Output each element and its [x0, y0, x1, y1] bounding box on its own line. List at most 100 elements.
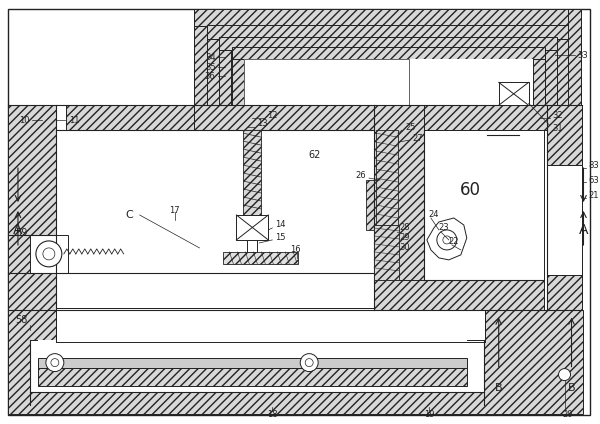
Bar [232, 47, 545, 97]
Bar [220, 33, 557, 47]
Text: B: B [568, 382, 575, 393]
Text: A: A [579, 223, 588, 237]
Polygon shape [427, 218, 467, 260]
Bar [38, 368, 467, 385]
Bar [547, 165, 583, 275]
Text: 18: 18 [267, 410, 278, 419]
Bar [208, 25, 569, 39]
Bar [8, 105, 56, 310]
Bar [194, 8, 211, 103]
Bar [547, 105, 583, 165]
Bar [194, 26, 208, 105]
Text: 11: 11 [70, 116, 80, 125]
Bar [194, 8, 581, 28]
Text: 17: 17 [169, 206, 180, 215]
Bar [244, 59, 533, 105]
Bar [424, 130, 544, 280]
Text: 12: 12 [268, 111, 278, 120]
Bar [30, 235, 68, 273]
Bar [366, 180, 380, 230]
Text: 26: 26 [355, 170, 366, 180]
Text: 20: 20 [562, 410, 573, 419]
Bar [8, 310, 583, 415]
Circle shape [437, 230, 457, 250]
Bar [376, 130, 398, 225]
Text: 19: 19 [424, 410, 434, 419]
Bar [38, 357, 467, 368]
Text: 62: 62 [308, 150, 320, 160]
Bar [545, 50, 557, 105]
Text: 36: 36 [205, 72, 215, 81]
Text: 13: 13 [257, 119, 268, 128]
Bar [56, 105, 66, 130]
Bar [232, 47, 545, 59]
Bar [566, 8, 581, 103]
Bar [547, 275, 583, 310]
Text: 29: 29 [399, 234, 409, 243]
Bar [208, 20, 220, 95]
Bar [544, 33, 557, 95]
Text: 83: 83 [589, 161, 599, 170]
Bar [56, 105, 196, 130]
Circle shape [443, 236, 451, 244]
Text: 16: 16 [290, 245, 301, 254]
Bar [56, 310, 485, 340]
Text: 15: 15 [275, 234, 286, 243]
Bar [220, 50, 232, 105]
Bar [208, 39, 220, 105]
Text: 14: 14 [275, 220, 286, 229]
Text: B: B [495, 382, 503, 393]
Bar [547, 105, 583, 310]
Text: 31: 31 [553, 124, 563, 133]
Bar [556, 39, 569, 105]
Bar [232, 65, 545, 98]
Circle shape [51, 359, 59, 367]
Bar [220, 37, 557, 50]
Bar [194, 8, 581, 26]
Bar [232, 59, 244, 105]
Bar [244, 59, 409, 105]
Text: 23: 23 [439, 223, 449, 232]
Bar [374, 280, 544, 310]
Text: 22: 22 [449, 237, 460, 246]
Circle shape [46, 354, 64, 371]
Circle shape [559, 368, 571, 381]
Text: 10: 10 [19, 116, 30, 125]
Bar [236, 215, 268, 240]
Bar [220, 33, 232, 95]
Bar [499, 82, 529, 105]
Text: 63: 63 [589, 176, 599, 184]
Text: 34: 34 [205, 53, 215, 62]
Bar [244, 130, 262, 215]
Circle shape [300, 354, 318, 371]
Bar [232, 47, 545, 65]
Bar [547, 105, 583, 310]
Circle shape [305, 359, 313, 367]
Text: 30: 30 [399, 243, 410, 252]
Text: 32: 32 [553, 111, 563, 120]
Bar [374, 105, 424, 310]
Text: C: C [126, 210, 134, 220]
Circle shape [43, 248, 55, 260]
Text: 60: 60 [460, 181, 481, 199]
Text: 35: 35 [205, 63, 215, 72]
Text: 33: 33 [578, 51, 588, 60]
Bar [56, 130, 375, 308]
Bar [208, 20, 569, 36]
Circle shape [36, 241, 62, 267]
Bar [223, 252, 298, 264]
Text: 24: 24 [429, 210, 439, 220]
Text: 21: 21 [589, 190, 599, 200]
Bar [38, 340, 467, 357]
Text: 27: 27 [412, 134, 422, 143]
Text: 28: 28 [399, 223, 410, 232]
Bar [568, 26, 581, 105]
Text: 59: 59 [16, 228, 28, 238]
Text: 58: 58 [16, 315, 28, 325]
Bar [533, 59, 545, 105]
Bar [30, 340, 484, 391]
Bar [556, 20, 569, 95]
Text: A: A [13, 223, 23, 237]
Bar [568, 8, 581, 176]
Bar [247, 240, 257, 252]
